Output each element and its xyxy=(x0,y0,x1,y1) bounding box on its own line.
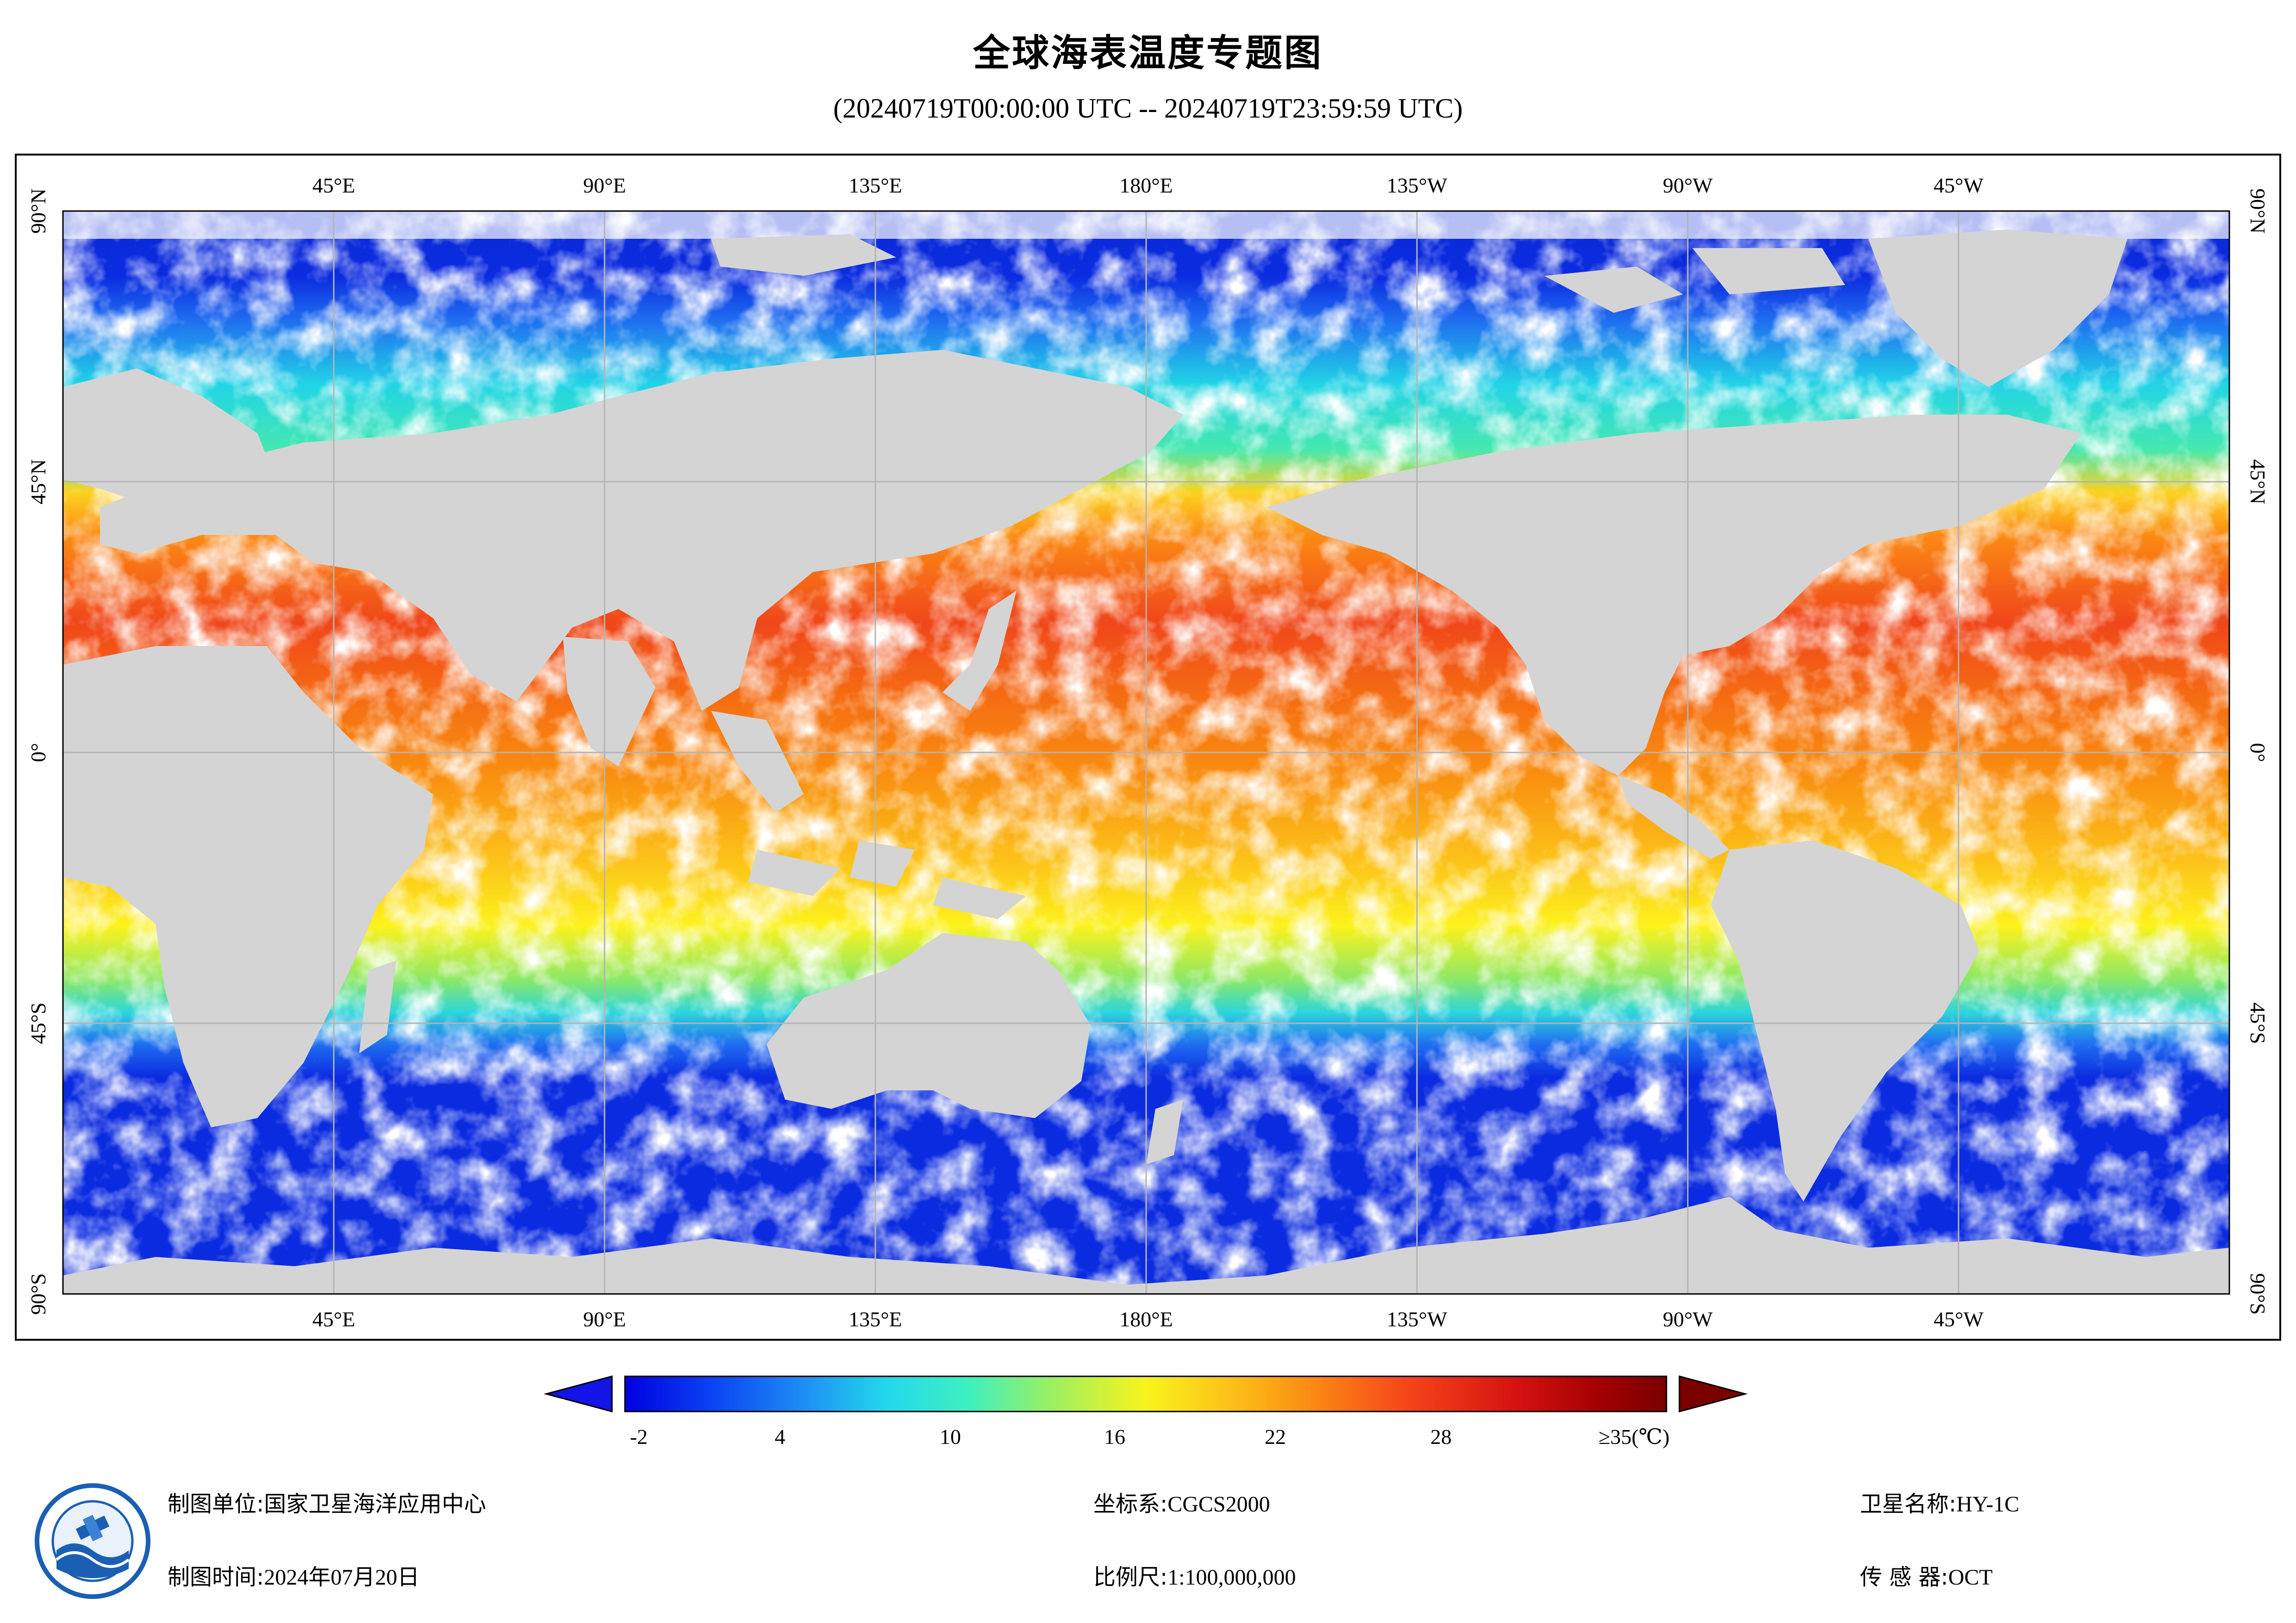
land-australia xyxy=(767,933,1091,1118)
lon-label: 45°W xyxy=(1934,174,1984,197)
land-india xyxy=(563,637,655,766)
lat-label: 90°N xyxy=(2246,188,2270,234)
graticule xyxy=(63,211,2229,1294)
info-org-label: 制图单位: xyxy=(168,1491,264,1517)
lon-label: 90°W xyxy=(1663,174,1713,197)
info-sensor-value: OCT xyxy=(1948,1565,1993,1590)
colorbar-ramp xyxy=(624,1375,1667,1412)
colorbar-tick-label: 22 xyxy=(1265,1425,1286,1449)
lat-label: 0° xyxy=(2246,743,2270,762)
lat-labels-right: 90°N 45°N 0° 45°S 90°S xyxy=(2246,188,2270,1315)
colorbar-tick-label: 28 xyxy=(1430,1425,1452,1449)
colorbar-tick-label: 4 xyxy=(775,1425,786,1449)
map-area xyxy=(63,211,2229,1294)
info-crs: 坐标系:CGCS2000 xyxy=(1093,1486,1270,1518)
lon-labels-bottom: 45°E 90°E 135°E 180°E 135°W 90°W 45°W xyxy=(312,1307,1984,1331)
lat-label: 90°S xyxy=(26,1273,50,1315)
land-eurasia xyxy=(100,350,1183,711)
land-north-america xyxy=(1267,415,2081,776)
lon-label: 90°E xyxy=(583,1307,626,1331)
colorbar-tick-label: 10 xyxy=(940,1425,961,1449)
lon-label: 180°E xyxy=(1119,1307,1173,1331)
land-sea-asia xyxy=(711,711,804,813)
colorbar-under-arrow xyxy=(543,1375,613,1412)
lat-labels-left: 90°N 45°N 0° 45°S 90°S xyxy=(26,188,50,1315)
sst-map[interactable]: 45°E 90°E 135°E 180°E 135°W 90°W 45°W 45… xyxy=(17,155,2279,1339)
lon-label: 135°E xyxy=(849,174,902,197)
lon-label: 45°W xyxy=(1934,1307,1984,1331)
lat-label: 90°S xyxy=(2246,1273,2270,1315)
time-range: (20240719T00:00:00 UTC -- 20240719T23:59… xyxy=(833,93,1463,124)
lon-label: 135°W xyxy=(1387,174,1447,197)
lon-label: 180°E xyxy=(1119,174,1173,197)
land-japan xyxy=(942,591,1017,711)
info-crs-value: CGCS2000 xyxy=(1167,1492,1270,1517)
colorbar-max-label: ≥35(℃) xyxy=(1598,1425,1669,1449)
colorbar-over-arrow xyxy=(1678,1375,1748,1412)
info-sensor: 传 感 器:OCT xyxy=(1860,1559,1993,1591)
lat-label: 45°S xyxy=(2246,1002,2270,1044)
lon-label: 90°E xyxy=(583,174,626,197)
info-scale-value: 1:100,000,000 xyxy=(1167,1565,1296,1590)
colorbar: -2 4 10 16 22 28 ≥35(℃) xyxy=(543,1375,1748,1449)
info-scale: 比例尺:1:100,000,000 xyxy=(1093,1559,1296,1591)
lat-label: 90°N xyxy=(26,188,50,234)
colorbar-tick-label: -2 xyxy=(630,1425,648,1449)
lon-label: 135°W xyxy=(1387,1307,1447,1331)
info-satellite-value: HY-1C xyxy=(1956,1492,2020,1517)
info-scale-label: 比例尺: xyxy=(1093,1564,1168,1590)
lat-label: 45°N xyxy=(26,459,50,504)
info-satellite-label: 卫星名称: xyxy=(1860,1491,1957,1517)
lat-label: 45°S xyxy=(26,1002,50,1044)
map-frame: 45°E 90°E 135°E 180°E 135°W 90°W 45°W 45… xyxy=(15,154,2281,1341)
info-date-label: 制图时间: xyxy=(168,1564,264,1590)
lat-label: 0° xyxy=(26,743,50,762)
info-date-value: 2024年07月20日 xyxy=(264,1565,420,1590)
info-org: 制图单位:国家卫星海洋应用中心 xyxy=(168,1486,486,1518)
nsoas-logo-icon xyxy=(35,1483,150,1599)
colorbar-ticks: -2 4 10 16 22 28 ≥35(℃) xyxy=(630,1425,1670,1449)
lat-label: 45°N xyxy=(2246,459,2270,504)
land-south-america xyxy=(1711,840,1979,1201)
info-satellite: 卫星名称:HY-1C xyxy=(1860,1486,2019,1518)
info-org-value: 国家卫星海洋应用中心 xyxy=(264,1491,487,1517)
lon-label: 135°E xyxy=(849,1307,902,1331)
lon-label: 90°W xyxy=(1663,1307,1713,1331)
info-date: 制图时间:2024年07月20日 xyxy=(168,1559,419,1591)
land-madagascar xyxy=(359,961,396,1053)
info-crs-label: 坐标系: xyxy=(1093,1491,1168,1517)
lon-label: 45°E xyxy=(312,174,356,197)
colorbar-tick-label: 16 xyxy=(1104,1425,1125,1449)
land-greenland xyxy=(1868,230,2128,387)
land-africa xyxy=(63,646,433,1127)
land-new-zealand xyxy=(1146,1100,1183,1164)
land-central-america xyxy=(1618,776,1729,859)
lon-labels-top: 45°E 90°E 135°E 180°E 135°W 90°W 45°W xyxy=(312,174,1984,197)
info-sensor-label: 传 感 器: xyxy=(1860,1564,1948,1590)
land-europe xyxy=(63,368,276,507)
map-title: 全球海表温度专题图 xyxy=(973,31,1323,75)
lon-label: 45°E xyxy=(312,1307,356,1331)
